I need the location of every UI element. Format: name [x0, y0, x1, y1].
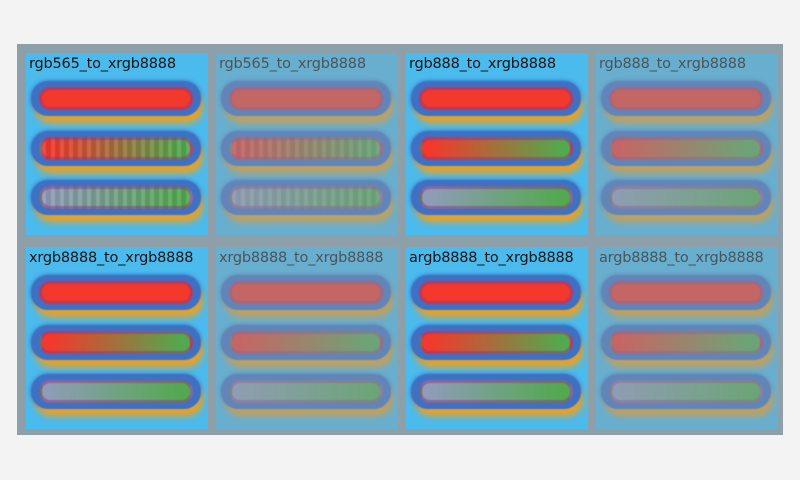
bar-fill — [39, 281, 193, 304]
bar-fill — [229, 380, 383, 403]
solid-red-bar — [411, 81, 581, 116]
bar-fill — [229, 137, 383, 160]
bar-fill — [419, 331, 573, 354]
red-to-green-gradient-bar — [601, 325, 771, 360]
bar-fill — [39, 186, 193, 209]
format-panel-xrgb8888-actual: xrgb8888_to_xrgb8888 — [26, 247, 208, 429]
format-panel-argb8888-reference: argb8888_to_xrgb8888 — [596, 247, 778, 429]
format-title: argb8888_to_xrgb8888 — [409, 250, 574, 266]
slate-to-green-gradient-bar — [411, 180, 581, 215]
format-panel-xrgb8888-reference: xrgb8888_to_xrgb8888 — [216, 247, 398, 429]
format-panel-rgb888-actual: rgb888_to_xrgb8888 — [406, 53, 588, 235]
solid-red-bar — [411, 275, 581, 310]
bar-fill — [609, 137, 763, 160]
red-to-green-gradient-bar — [221, 131, 391, 166]
solid-red-bar — [221, 275, 391, 310]
bar-fill — [609, 186, 763, 209]
red-to-green-gradient-bar — [411, 325, 581, 360]
bar-fill — [609, 87, 763, 110]
format-panel-rgb565-actual: rgb565_to_xrgb8888 — [26, 53, 208, 235]
format-title: rgb565_to_xrgb8888 — [29, 56, 176, 72]
format-title: rgb565_to_xrgb8888 — [219, 56, 366, 72]
bar-fill — [419, 186, 573, 209]
format-grid: rgb565_to_xrgb8888 rgb565_to_xrgb8888 rg… — [26, 53, 778, 429]
bar-fill — [39, 87, 193, 110]
bar-fill — [419, 380, 573, 403]
format-title: argb8888_to_xrgb8888 — [599, 250, 764, 266]
bar-fill — [609, 380, 763, 403]
red-to-green-gradient-bar — [601, 131, 771, 166]
red-to-green-gradient-bar — [31, 325, 201, 360]
slate-to-green-gradient-bar — [31, 374, 201, 409]
bar-fill — [609, 281, 763, 304]
test-frame: rgb565_to_xrgb8888 rgb565_to_xrgb8888 rg… — [17, 44, 783, 435]
slate-to-green-gradient-bar — [601, 374, 771, 409]
slate-to-green-gradient-bar — [31, 180, 201, 215]
bar-fill — [39, 331, 193, 354]
slate-to-green-gradient-bar — [221, 374, 391, 409]
slate-to-green-gradient-bar — [411, 374, 581, 409]
red-to-green-gradient-bar — [31, 131, 201, 166]
bar-fill — [419, 87, 573, 110]
format-title: xrgb8888_to_xrgb8888 — [219, 250, 384, 266]
bar-fill — [229, 87, 383, 110]
solid-red-bar — [601, 81, 771, 116]
bar-fill — [229, 281, 383, 304]
slate-to-green-gradient-bar — [601, 180, 771, 215]
format-title: xrgb8888_to_xrgb8888 — [29, 250, 194, 266]
bar-fill — [39, 380, 193, 403]
solid-red-bar — [31, 81, 201, 116]
format-panel-rgb888-reference: rgb888_to_xrgb8888 — [596, 53, 778, 235]
slate-to-green-gradient-bar — [221, 180, 391, 215]
bar-fill — [419, 137, 573, 160]
red-to-green-gradient-bar — [221, 325, 391, 360]
bar-fill — [419, 281, 573, 304]
format-panel-argb8888-actual: argb8888_to_xrgb8888 — [406, 247, 588, 429]
red-to-green-gradient-bar — [411, 131, 581, 166]
bar-fill — [229, 331, 383, 354]
bar-fill — [39, 137, 193, 160]
format-title: rgb888_to_xrgb8888 — [599, 56, 746, 72]
solid-red-bar — [601, 275, 771, 310]
solid-red-bar — [31, 275, 201, 310]
bar-fill — [609, 331, 763, 354]
bar-fill — [229, 186, 383, 209]
format-title: rgb888_to_xrgb8888 — [409, 56, 556, 72]
solid-red-bar — [221, 81, 391, 116]
format-panel-rgb565-reference: rgb565_to_xrgb8888 — [216, 53, 398, 235]
